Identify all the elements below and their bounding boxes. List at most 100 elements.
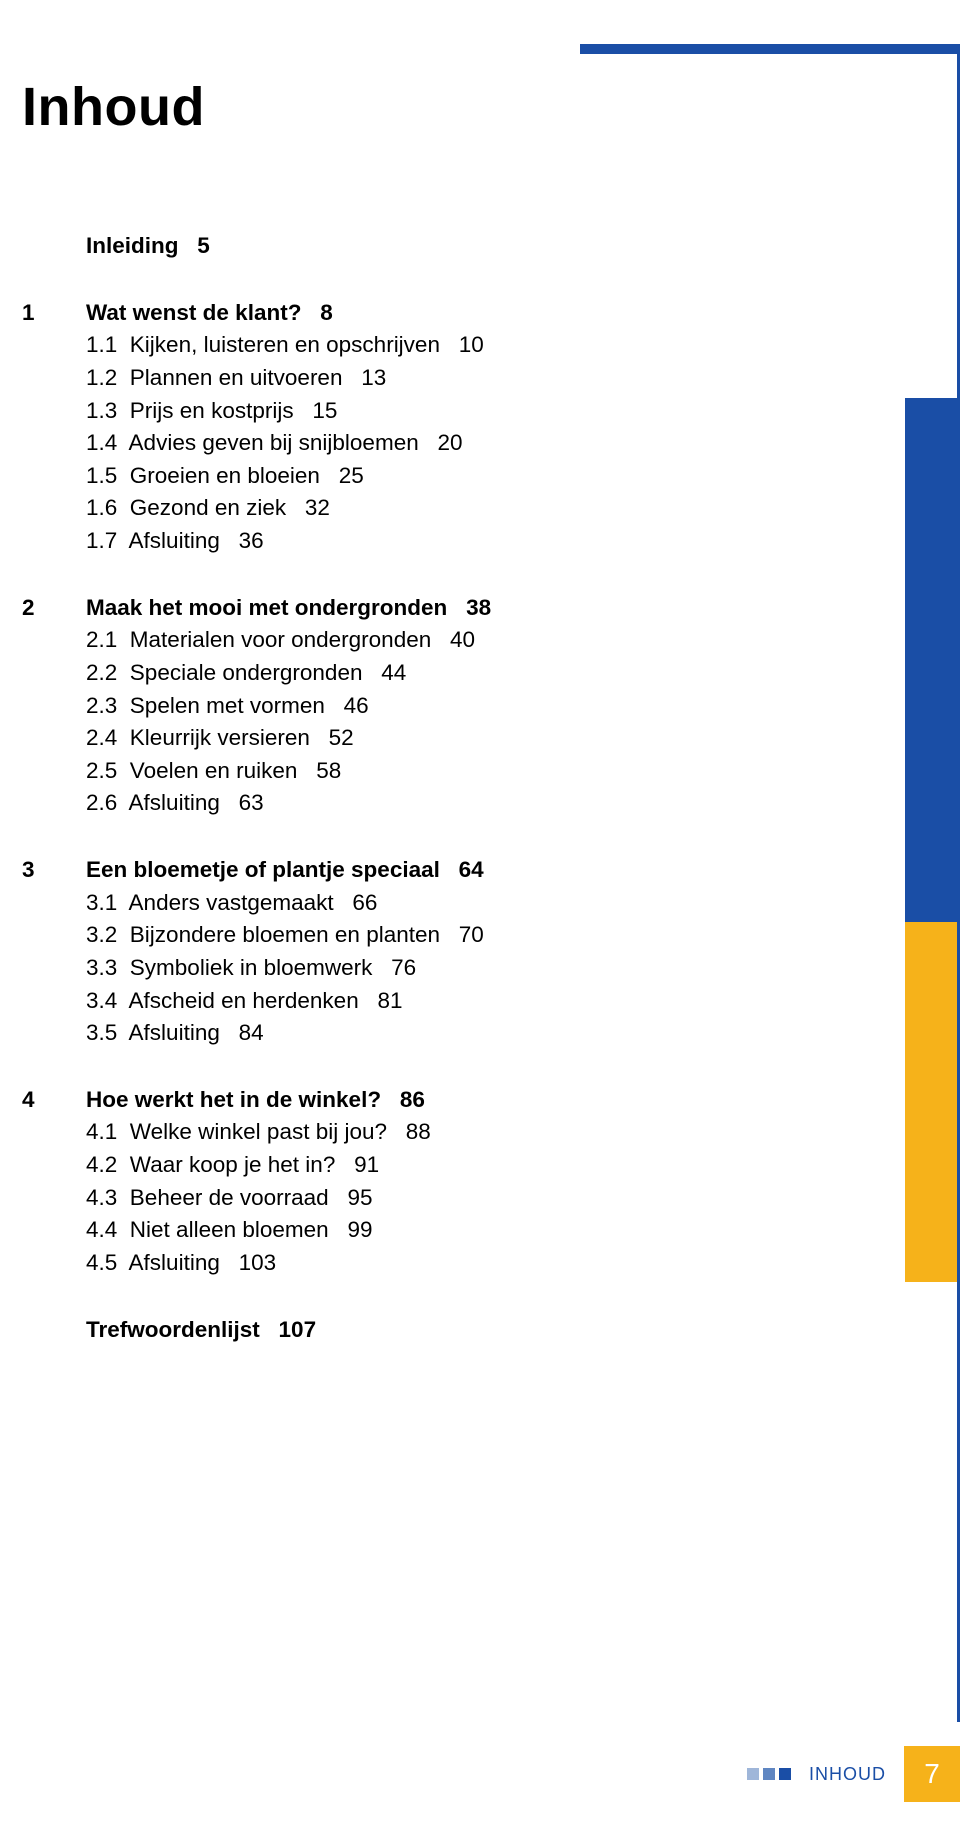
toc-item-numcol [22,755,86,788]
toc-item-label: Materialen voor ondergronden [130,627,431,652]
toc-item-numcol [22,722,86,755]
toc-item-numcol [22,1149,86,1182]
toc-chapter-head: 4Hoe werkt het in de winkel? 86 [22,1084,822,1117]
toc-chapter: 2Maak het mooi met ondergronden 382.1 Ma… [22,592,822,820]
toc-item-numcol [22,1247,86,1280]
toc-chapter-title: Wat wenst de klant? [86,300,301,325]
toc-item-label: Kijken, luisteren en opschrijven [130,332,440,357]
side-block-blue [905,398,957,922]
toc-item-row: 3.3 Symboliek in bloemwerk 76 [22,952,822,985]
toc-item-cell: 4.3 Beheer de voorraad 95 [86,1182,822,1215]
toc-item-cell: 2.6 Afsluiting 63 [86,787,822,820]
toc-chapter-page: 86 [400,1087,425,1112]
toc-item-row: 3.5 Afsluiting 84 [22,1017,822,1050]
toc-item-row: 2.5 Voelen en ruiken 58 [22,755,822,788]
toc-item-page: 70 [459,922,484,947]
toc-item-number: 3.2 [86,922,117,947]
toc-item-number: 4.3 [86,1185,117,1210]
toc-item-numcol [22,657,86,690]
toc-item-label: Voelen en ruiken [130,758,298,783]
toc-item-cell: 4.1 Welke winkel past bij jou? 88 [86,1116,822,1149]
toc-item-numcol [22,362,86,395]
toc-item-label: Plannen en uitvoeren [130,365,343,390]
toc-item-page: 99 [347,1217,372,1242]
footer-square-1 [747,1768,759,1780]
toc-item-numcol [22,395,86,428]
toc-item-numcol [22,952,86,985]
toc-item-numcol [22,1116,86,1149]
toc-item-number: 2.6 [86,790,117,815]
toc-item-numcol [22,919,86,952]
toc-item-row: 1.2 Plannen en uitvoeren 13 [22,362,822,395]
toc-item-page: 52 [329,725,354,750]
footer-squares-icon [747,1768,791,1780]
footer-square-2 [763,1768,775,1780]
toc-item-label: Prijs en kostprijs [130,398,294,423]
toc-chapter-title-cell: Wat wenst de klant? 8 [86,297,822,330]
toc-item-row: 4.3 Beheer de voorraad 95 [22,1182,822,1215]
side-block-orange [905,922,957,1282]
toc-item-label: Waar koop je het in? [130,1152,336,1177]
toc-item-cell: 1.7 Afsluiting 36 [86,525,822,558]
toc-item-label: Afscheid en herdenken [129,988,359,1013]
toc-item-label: Bijzondere bloemen en planten [130,922,440,947]
page-title: Inhoud [22,76,822,138]
toc-item-label: Symboliek in bloemwerk [130,955,373,980]
toc-item-cell: 2.3 Spelen met vormen 46 [86,690,822,723]
toc-item-row: 4.4 Niet alleen bloemen 99 [22,1214,822,1247]
toc-item-number: 3.1 [86,890,117,915]
toc-chapter-head: 2Maak het mooi met ondergronden 38 [22,592,822,625]
toc-chapter-page: 8 [320,300,333,325]
toc-item-page: 20 [437,430,462,455]
toc-item-label: Niet alleen bloemen [130,1217,329,1242]
toc-intro-numcol [22,230,86,263]
toc-intro-label: Inleiding [86,233,179,258]
toc-item-cell: 4.2 Waar koop je het in? 91 [86,1149,822,1182]
toc-chapter-title-cell: Hoe werkt het in de winkel? 86 [86,1084,822,1117]
toc-item-row: 1.3 Prijs en kostprijs 15 [22,395,822,428]
toc-item-row: 2.3 Spelen met vormen 46 [22,690,822,723]
toc-item-row: 3.1 Anders vastgemaakt 66 [22,887,822,920]
toc-item-row: 4.2 Waar koop je het in? 91 [22,1149,822,1182]
toc-item-number: 1.6 [86,495,117,520]
toc-item-number: 4.4 [86,1217,117,1242]
toc-item-numcol [22,624,86,657]
toc-item-page: 88 [406,1119,431,1144]
top-accent-bar [580,44,960,54]
toc-content: Inhoud Inleiding 5 1Wat wenst de klant? … [22,76,822,1380]
toc-item-label: Advies geven bij snijbloemen [129,430,419,455]
toc-item-number: 4.1 [86,1119,117,1144]
toc-item-page: 76 [391,955,416,980]
toc-item-row: 2.1 Materialen voor ondergronden 40 [22,624,822,657]
footer-square-3 [779,1768,791,1780]
toc-chapter-title: Een bloemetje of plantje speciaal [86,857,440,882]
toc-item-page: 13 [361,365,386,390]
toc-chapter-head: 3Een bloemetje of plantje speciaal 64 [22,854,822,887]
toc-item-number: 4.2 [86,1152,117,1177]
toc-item-page: 25 [339,463,364,488]
toc-trailer-numcol [22,1314,86,1347]
toc-item-cell: 2.2 Speciale ondergronden 44 [86,657,822,690]
toc-item-number: 1.4 [86,430,117,455]
toc-item-cell: 2.5 Voelen en ruiken 58 [86,755,822,788]
toc-item-page: 44 [381,660,406,685]
toc-item-cell: 3.4 Afscheid en herdenken 81 [86,985,822,1018]
toc-chapter: 1Wat wenst de klant? 81.1 Kijken, luiste… [22,297,822,558]
toc-item-cell: 1.4 Advies geven bij snijbloemen 20 [86,427,822,460]
toc-item-page: 91 [354,1152,379,1177]
toc-intro-row: Inleiding 5 [22,230,822,263]
toc-item-page: 81 [377,988,402,1013]
toc-item-cell: 1.3 Prijs en kostprijs 15 [86,395,822,428]
toc-chapter-head: 1Wat wenst de klant? 8 [22,297,822,330]
footer-section-label: INHOUD [809,1764,886,1785]
toc-item-page: 103 [239,1250,277,1275]
toc-item-row: 2.2 Speciale ondergronden 44 [22,657,822,690]
toc-item-page: 66 [352,890,377,915]
toc-chapter-number: 4 [22,1084,86,1117]
toc-item-row: 1.1 Kijken, luisteren en opschrijven 10 [22,329,822,362]
toc-chapter-page: 38 [466,595,491,620]
toc-trailer-text: Trefwoordenlijst 107 [86,1314,822,1347]
toc-item-number: 3.3 [86,955,117,980]
toc-item-number: 2.4 [86,725,117,750]
toc-item-numcol [22,525,86,558]
